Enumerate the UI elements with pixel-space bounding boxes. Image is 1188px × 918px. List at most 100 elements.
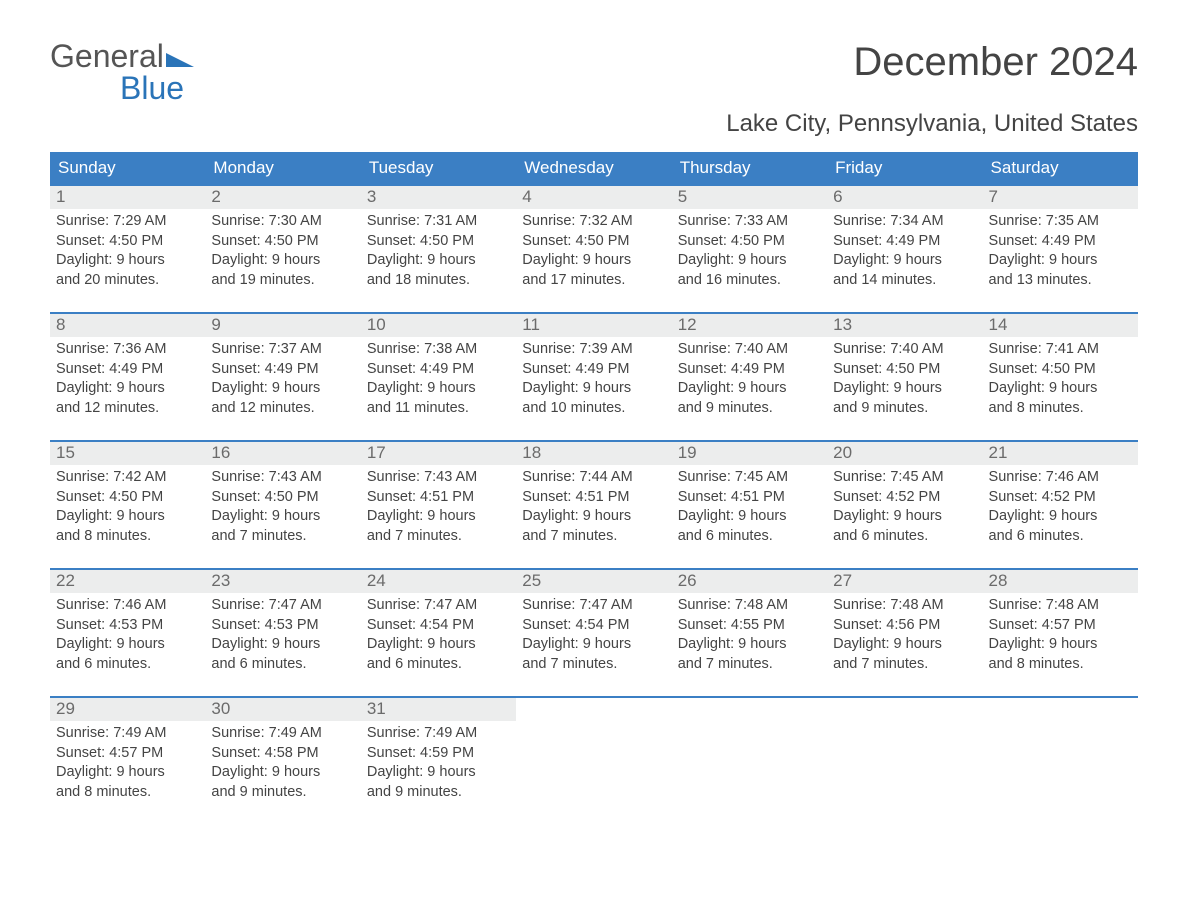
day-number: 17 <box>361 442 516 465</box>
calendar-day: 19Sunrise: 7:45 AMSunset: 4:51 PMDayligh… <box>672 442 827 552</box>
day-number: 14 <box>983 314 1138 337</box>
calendar-day: 13Sunrise: 7:40 AMSunset: 4:50 PMDayligh… <box>827 314 982 424</box>
calendar-day: 10Sunrise: 7:38 AMSunset: 4:49 PMDayligh… <box>361 314 516 424</box>
day-details: Sunrise: 7:38 AMSunset: 4:49 PMDaylight:… <box>361 337 516 422</box>
day-number: 26 <box>672 570 827 593</box>
day-details: Sunrise: 7:46 AMSunset: 4:53 PMDaylight:… <box>50 593 205 678</box>
calendar-day: 8Sunrise: 7:36 AMSunset: 4:49 PMDaylight… <box>50 314 205 424</box>
day-details: Sunrise: 7:29 AMSunset: 4:50 PMDaylight:… <box>50 209 205 294</box>
day-number: 13 <box>827 314 982 337</box>
calendar-day: 21Sunrise: 7:46 AMSunset: 4:52 PMDayligh… <box>983 442 1138 552</box>
day-number: 29 <box>50 698 205 721</box>
calendar-week: 1Sunrise: 7:29 AMSunset: 4:50 PMDaylight… <box>50 184 1138 296</box>
calendar-week: 22Sunrise: 7:46 AMSunset: 4:53 PMDayligh… <box>50 568 1138 680</box>
day-number: 7 <box>983 186 1138 209</box>
day-details: Sunrise: 7:40 AMSunset: 4:50 PMDaylight:… <box>827 337 982 422</box>
dow-cell: Friday <box>827 152 982 184</box>
day-details: Sunrise: 7:31 AMSunset: 4:50 PMDaylight:… <box>361 209 516 294</box>
calendar-day: 14Sunrise: 7:41 AMSunset: 4:50 PMDayligh… <box>983 314 1138 424</box>
dow-cell: Wednesday <box>516 152 671 184</box>
day-number: 25 <box>516 570 671 593</box>
calendar-day: 28Sunrise: 7:48 AMSunset: 4:57 PMDayligh… <box>983 570 1138 680</box>
calendar-day <box>827 698 982 808</box>
day-number: 3 <box>361 186 516 209</box>
day-details: Sunrise: 7:47 AMSunset: 4:54 PMDaylight:… <box>361 593 516 678</box>
logo-word-1: General <box>50 40 164 72</box>
calendar-day: 7Sunrise: 7:35 AMSunset: 4:49 PMDaylight… <box>983 186 1138 296</box>
day-details: Sunrise: 7:36 AMSunset: 4:49 PMDaylight:… <box>50 337 205 422</box>
day-details: Sunrise: 7:48 AMSunset: 4:55 PMDaylight:… <box>672 593 827 678</box>
day-details: Sunrise: 7:44 AMSunset: 4:51 PMDaylight:… <box>516 465 671 550</box>
day-number: 4 <box>516 186 671 209</box>
day-number: 23 <box>205 570 360 593</box>
day-details: Sunrise: 7:48 AMSunset: 4:56 PMDaylight:… <box>827 593 982 678</box>
day-number: 27 <box>827 570 982 593</box>
calendar-day: 4Sunrise: 7:32 AMSunset: 4:50 PMDaylight… <box>516 186 671 296</box>
calendar-day: 29Sunrise: 7:49 AMSunset: 4:57 PMDayligh… <box>50 698 205 808</box>
day-number: 11 <box>516 314 671 337</box>
calendar-day <box>516 698 671 808</box>
dow-cell: Thursday <box>672 152 827 184</box>
calendar-day <box>983 698 1138 808</box>
day-details: Sunrise: 7:32 AMSunset: 4:50 PMDaylight:… <box>516 209 671 294</box>
day-details: Sunrise: 7:47 AMSunset: 4:54 PMDaylight:… <box>516 593 671 678</box>
day-details: Sunrise: 7:30 AMSunset: 4:50 PMDaylight:… <box>205 209 360 294</box>
day-details: Sunrise: 7:49 AMSunset: 4:57 PMDaylight:… <box>50 721 205 806</box>
calendar-day: 24Sunrise: 7:47 AMSunset: 4:54 PMDayligh… <box>361 570 516 680</box>
calendar-day: 30Sunrise: 7:49 AMSunset: 4:58 PMDayligh… <box>205 698 360 808</box>
calendar: SundayMondayTuesdayWednesdayThursdayFrid… <box>50 152 1138 808</box>
day-number: 5 <box>672 186 827 209</box>
calendar-day: 5Sunrise: 7:33 AMSunset: 4:50 PMDaylight… <box>672 186 827 296</box>
day-number: 2 <box>205 186 360 209</box>
flag-icon <box>166 40 194 58</box>
calendar-day: 31Sunrise: 7:49 AMSunset: 4:59 PMDayligh… <box>361 698 516 808</box>
day-details: Sunrise: 7:33 AMSunset: 4:50 PMDaylight:… <box>672 209 827 294</box>
day-details: Sunrise: 7:49 AMSunset: 4:59 PMDaylight:… <box>361 721 516 806</box>
day-details: Sunrise: 7:49 AMSunset: 4:58 PMDaylight:… <box>205 721 360 806</box>
day-details: Sunrise: 7:45 AMSunset: 4:52 PMDaylight:… <box>827 465 982 550</box>
day-number: 9 <box>205 314 360 337</box>
day-number: 30 <box>205 698 360 721</box>
page-title: December 2024 <box>853 40 1138 85</box>
day-details: Sunrise: 7:45 AMSunset: 4:51 PMDaylight:… <box>672 465 827 550</box>
calendar-day: 15Sunrise: 7:42 AMSunset: 4:50 PMDayligh… <box>50 442 205 552</box>
calendar-day: 22Sunrise: 7:46 AMSunset: 4:53 PMDayligh… <box>50 570 205 680</box>
day-number: 19 <box>672 442 827 465</box>
calendar-week: 29Sunrise: 7:49 AMSunset: 4:57 PMDayligh… <box>50 696 1138 808</box>
day-details: Sunrise: 7:35 AMSunset: 4:49 PMDaylight:… <box>983 209 1138 294</box>
calendar-day: 12Sunrise: 7:40 AMSunset: 4:49 PMDayligh… <box>672 314 827 424</box>
calendar-day: 11Sunrise: 7:39 AMSunset: 4:49 PMDayligh… <box>516 314 671 424</box>
day-details: Sunrise: 7:46 AMSunset: 4:52 PMDaylight:… <box>983 465 1138 550</box>
calendar-day: 1Sunrise: 7:29 AMSunset: 4:50 PMDaylight… <box>50 186 205 296</box>
location-subtitle: Lake City, Pennsylvania, United States <box>50 110 1138 138</box>
day-number: 21 <box>983 442 1138 465</box>
logo: General Blue <box>50 40 194 104</box>
day-details: Sunrise: 7:41 AMSunset: 4:50 PMDaylight:… <box>983 337 1138 422</box>
calendar-day: 9Sunrise: 7:37 AMSunset: 4:49 PMDaylight… <box>205 314 360 424</box>
day-details: Sunrise: 7:39 AMSunset: 4:49 PMDaylight:… <box>516 337 671 422</box>
day-number: 22 <box>50 570 205 593</box>
calendar-week: 15Sunrise: 7:42 AMSunset: 4:50 PMDayligh… <box>50 440 1138 552</box>
day-of-week-header: SundayMondayTuesdayWednesdayThursdayFrid… <box>50 152 1138 184</box>
day-details: Sunrise: 7:37 AMSunset: 4:49 PMDaylight:… <box>205 337 360 422</box>
day-details: Sunrise: 7:47 AMSunset: 4:53 PMDaylight:… <box>205 593 360 678</box>
day-number: 10 <box>361 314 516 337</box>
calendar-week: 8Sunrise: 7:36 AMSunset: 4:49 PMDaylight… <box>50 312 1138 424</box>
calendar-day: 6Sunrise: 7:34 AMSunset: 4:49 PMDaylight… <box>827 186 982 296</box>
day-details: Sunrise: 7:42 AMSunset: 4:50 PMDaylight:… <box>50 465 205 550</box>
dow-cell: Tuesday <box>361 152 516 184</box>
day-number: 6 <box>827 186 982 209</box>
dow-cell: Saturday <box>983 152 1138 184</box>
day-details: Sunrise: 7:43 AMSunset: 4:51 PMDaylight:… <box>361 465 516 550</box>
day-details: Sunrise: 7:43 AMSunset: 4:50 PMDaylight:… <box>205 465 360 550</box>
calendar-day <box>672 698 827 808</box>
day-number: 31 <box>361 698 516 721</box>
day-details: Sunrise: 7:48 AMSunset: 4:57 PMDaylight:… <box>983 593 1138 678</box>
logo-word-2: Blue <box>120 72 194 104</box>
calendar-day: 2Sunrise: 7:30 AMSunset: 4:50 PMDaylight… <box>205 186 360 296</box>
calendar-day: 23Sunrise: 7:47 AMSunset: 4:53 PMDayligh… <box>205 570 360 680</box>
calendar-day: 20Sunrise: 7:45 AMSunset: 4:52 PMDayligh… <box>827 442 982 552</box>
day-number: 15 <box>50 442 205 465</box>
dow-cell: Monday <box>205 152 360 184</box>
calendar-day: 18Sunrise: 7:44 AMSunset: 4:51 PMDayligh… <box>516 442 671 552</box>
